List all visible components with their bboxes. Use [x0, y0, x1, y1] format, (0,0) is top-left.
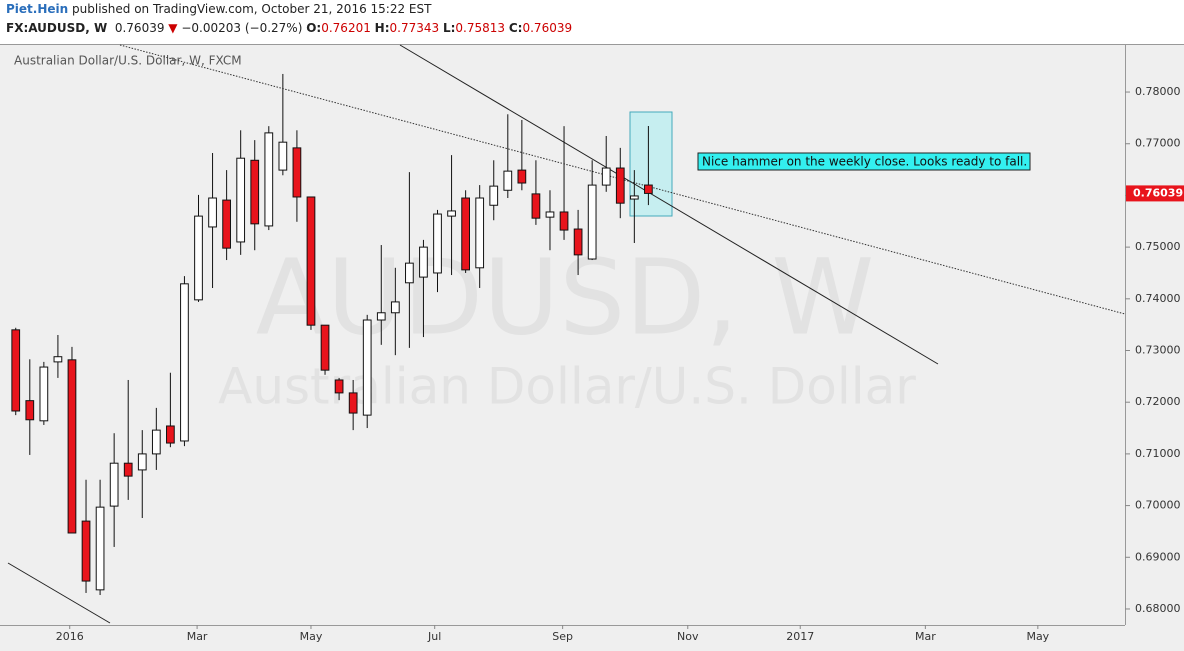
x-tick-label: Nov: [677, 630, 699, 643]
candle-body: [601, 167, 611, 186]
x-tick-label: Jul: [427, 630, 441, 643]
x-tick-label: Sep: [552, 630, 573, 643]
candle-body: [489, 185, 499, 206]
candle-body: [587, 184, 597, 260]
price-label-bg: [1126, 185, 1184, 202]
ohlc: O:0.76201 H:0.77343 L:0.75813 C:0.76039: [306, 21, 576, 35]
candle-body: [348, 392, 358, 414]
candle-body: [644, 184, 653, 194]
annotation-box: [697, 152, 1031, 171]
price-label: 0.76039: [1133, 186, 1183, 199]
y-tick-label: 0.71000: [1135, 447, 1181, 460]
candle-body: [264, 132, 274, 227]
ohlc-value: 0.76201: [321, 21, 371, 35]
y-tick-label: 0.74000: [1135, 292, 1181, 305]
trendline: [399, 44, 939, 365]
candle-body: [419, 246, 428, 278]
candle-body: [123, 462, 133, 477]
y-tick-label: 0.78000: [1135, 85, 1181, 98]
symbol: FX:AUDUSD, W: [6, 21, 108, 35]
ohlc-label: O:: [306, 21, 322, 35]
candle-body: [531, 193, 541, 219]
y-tick-label: 0.77000: [1135, 137, 1181, 150]
candle-body: [109, 462, 119, 507]
x-tick-label: 2017: [786, 630, 814, 643]
change: −0.00203 (−0.27%): [181, 21, 303, 35]
highlight-box: [629, 111, 673, 217]
candle-body: [362, 319, 372, 416]
candle-body: [475, 197, 485, 269]
candle-body: [629, 195, 639, 200]
candle-body: [39, 366, 49, 422]
candle-body: [503, 170, 513, 191]
x-tick-label: Mar: [915, 630, 936, 643]
candle-body: [559, 211, 569, 231]
annotation: Nice hammer on the weekly close. Looks r…: [702, 155, 1027, 169]
candle-body: [447, 210, 456, 217]
author[interactable]: Piet.Hein: [6, 2, 69, 16]
candle-body: [53, 356, 63, 363]
candle-body: [405, 262, 414, 284]
candle-body: [236, 157, 246, 243]
y-tick-label: 0.73000: [1135, 344, 1181, 357]
candle-body: [222, 199, 231, 249]
x-tick-label: 2016: [56, 630, 84, 643]
ohlc-label: C:: [508, 21, 523, 35]
y-tick-label: 0.68000: [1135, 602, 1181, 615]
candle-body: [334, 379, 344, 394]
candle-body: [573, 228, 583, 256]
candle-body: [306, 196, 316, 326]
candle-body: [25, 400, 35, 421]
candle-body: [320, 324, 330, 371]
candle-body: [390, 301, 400, 314]
publish-line: Piet.Hein published on TradingView.com, …: [6, 2, 431, 16]
ohlc-value: 0.77343: [389, 21, 440, 35]
candle-body: [278, 141, 288, 171]
candle-body: [67, 359, 77, 534]
ohlc-label: H:: [374, 21, 390, 35]
x-tick-label: May: [1026, 630, 1049, 643]
candle-body: [95, 506, 105, 591]
x-tick-label: Mar: [187, 630, 208, 643]
candle-body: [433, 213, 442, 274]
y-tick-label: 0.72000: [1135, 395, 1181, 408]
candle-body: [250, 159, 260, 225]
candle-body: [208, 197, 217, 228]
published: published on TradingView.com, October 21…: [72, 2, 432, 16]
candle-body: [615, 167, 625, 204]
chart-title: Australian Dollar/U.S. Dollar, W, FXCM: [14, 54, 242, 68]
candle-body: [137, 453, 147, 471]
watermark: AUDUSD, W: [256, 236, 875, 358]
x-tick-label: May: [300, 630, 323, 643]
arrow: ▼: [168, 21, 178, 35]
candle-body: [376, 312, 386, 321]
trendline: [7, 562, 111, 624]
y-tick-label: 0.75000: [1135, 240, 1181, 253]
candle-body: [517, 169, 527, 184]
candle-body: [194, 215, 203, 301]
ohlc-value: 0.76039: [522, 21, 573, 35]
candle-body: [292, 147, 302, 198]
background: [0, 44, 1184, 651]
candle-body: [166, 425, 175, 444]
candle-body: [151, 429, 161, 455]
y-tick-label: 0.70000: [1135, 499, 1181, 512]
candle-body: [545, 211, 555, 218]
ohlc-label: L:: [442, 21, 456, 35]
watermark-subtitle: Australian Dollar/U.S. Dollar: [218, 358, 916, 416]
y-tick-label: 0.69000: [1135, 550, 1181, 563]
ohlc-value: 0.75813: [455, 21, 506, 35]
quote-line: FX:AUDUSD, W 0.76039 ▼ −0.00203 (−0.27%)…: [6, 21, 576, 35]
last: 0.76039: [114, 21, 165, 35]
candle-body: [11, 329, 21, 412]
candle-body: [81, 520, 91, 582]
candle-body: [461, 197, 470, 271]
candle-body: [180, 283, 189, 442]
